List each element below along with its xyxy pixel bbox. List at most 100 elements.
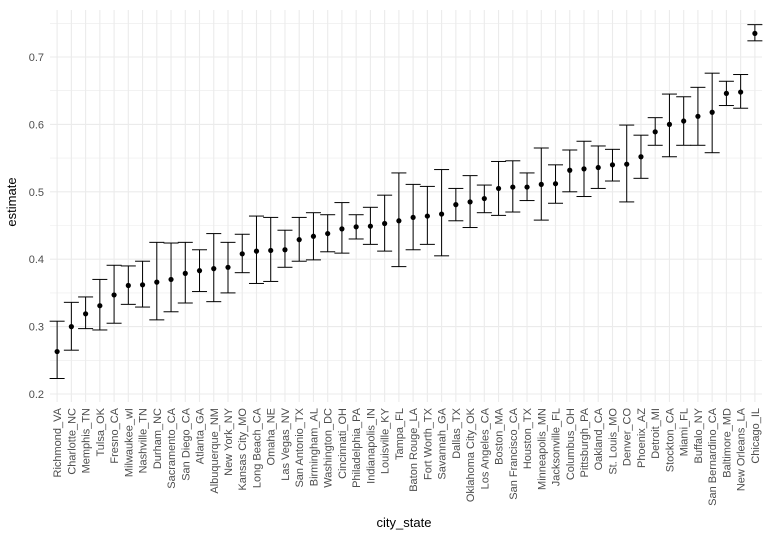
data-point (310, 233, 317, 239)
x-tick-label: Memphis_TN (81, 408, 93, 473)
x-tick-label: New Orleans_LA (736, 407, 748, 491)
data-point (638, 154, 644, 160)
x-tick-label: San Diego_CA (180, 407, 192, 480)
x-tick-label: Las Vegas_NV (280, 407, 292, 480)
data-point (296, 237, 302, 243)
y-tick-label: 0.4 (29, 254, 44, 266)
x-tick-label: Indianapolis_IN (365, 408, 377, 484)
x-tick-label: San Francisco_CA (508, 407, 520, 499)
data-point (396, 218, 402, 224)
data-point (709, 109, 715, 115)
x-tick-label: Savannah_GA (437, 407, 449, 479)
x-tick-label: Fresno_CA (109, 407, 121, 463)
x-tick-label: Chicago_IL (750, 408, 762, 464)
x-tick-label: Baltimore_MD (721, 408, 733, 478)
x-tick-label: Dallas_TX (451, 407, 463, 458)
data-point (253, 248, 260, 254)
data-point (581, 166, 587, 172)
data-point (268, 247, 274, 254)
data-point (752, 30, 758, 37)
y-tick-label: 0.7 (29, 52, 44, 64)
data-point (481, 195, 487, 202)
x-tick-label: Atlanta_GA (195, 407, 207, 464)
data-point (567, 167, 573, 173)
data-point (139, 282, 146, 288)
data-point (325, 230, 331, 237)
data-point (595, 164, 601, 171)
data-point (168, 276, 174, 283)
data-point (510, 184, 516, 190)
data-point (410, 214, 416, 221)
data-point (83, 311, 89, 317)
data-point (54, 348, 60, 355)
data-point (154, 279, 160, 285)
x-tick-label: Albuquerque_NM (209, 408, 221, 494)
data-point (182, 270, 188, 276)
x-tick-label: Phoenix_AZ (636, 408, 648, 468)
x-tick-label: Oakland_CA (593, 407, 605, 470)
data-point (524, 184, 530, 190)
x-tick-label: Miami_FL (679, 408, 691, 456)
data-point (681, 118, 687, 124)
data-point (367, 223, 373, 229)
y-tick-label: 0.3 (29, 322, 44, 334)
x-tick-label: Milwaukee_wI (123, 408, 135, 477)
x-tick-label: Long Beach_CA (251, 407, 263, 488)
data-point (624, 161, 630, 167)
data-point (424, 213, 430, 219)
x-tick-label: Kansas City_MO (237, 408, 249, 491)
x-tick-label: Detroit_MI (650, 408, 662, 459)
data-point (552, 181, 559, 187)
x-tick-label: Jacksonville_FL (551, 408, 563, 486)
data-point (609, 162, 616, 168)
x-tick-label: Tulsa_OK (95, 407, 107, 456)
x-tick-label: St. Louis_MO (607, 408, 619, 475)
x-tick-label: Sacramento_CA (166, 407, 178, 488)
x-tick-label: Nashville_TN (138, 408, 150, 473)
data-point (652, 129, 658, 135)
x-tick-label: Omaha_NE (266, 408, 278, 465)
x-tick-label: Richmond_VA (52, 407, 64, 477)
y-axis-title: estimate (4, 177, 19, 226)
data-point (211, 266, 217, 272)
x-tick-label: Louisville_KY (380, 407, 392, 474)
points (54, 30, 758, 355)
data-point (695, 113, 701, 119)
x-tick-label: Birmingham_AL (308, 408, 320, 486)
x-tick-label: New York_NY (223, 407, 235, 476)
x-axis: Richmond_VA Charlotte_NC Memphis_TN Tulsa_O… (52, 407, 762, 506)
x-tick-label: Boston_MA (494, 407, 506, 465)
x-tick-label: Charlotte_NC (66, 408, 78, 475)
data-point (538, 181, 544, 187)
data-point (353, 224, 359, 230)
x-tick-label: Oklahoma City_OK (465, 407, 477, 502)
data-point (382, 220, 388, 227)
x-tick-label: Houston_TX (522, 407, 534, 469)
y-axis: 0.2 0.3 0.4 0.5 0.6 0.7 (29, 52, 44, 401)
x-tick-label: Washington_DC (323, 408, 335, 488)
data-point (339, 226, 345, 232)
x-tick-label: Pittsburgh_PA (579, 407, 591, 477)
x-tick-label: Philadelphia_PA (351, 407, 363, 488)
x-tick-label: Baton Rouge_LA (408, 407, 420, 491)
data-point (453, 202, 459, 208)
data-point (196, 268, 203, 274)
x-tick-label: Los Angeles_CA (479, 407, 491, 489)
data-point (738, 89, 744, 95)
x-tick-label: Stockton_CA (664, 407, 676, 472)
x-tick-label: San Bernardino_CA (707, 407, 719, 506)
x-tick-label: Columbus_OH (565, 408, 577, 480)
x-tick-label: Minneapolis_MN (536, 408, 548, 490)
data-point (68, 324, 74, 330)
data-point (666, 121, 673, 127)
y-tick-label: 0.2 (29, 389, 44, 401)
x-tick-label: Fort Worth_TX (422, 407, 434, 480)
x-axis-title: city_state (377, 515, 432, 530)
y-tick-label: 0.5 (29, 187, 44, 199)
data-point (495, 185, 502, 192)
data-point (282, 247, 288, 253)
x-tick-label: Cincinnati_OH (337, 408, 349, 479)
data-point (125, 282, 131, 289)
